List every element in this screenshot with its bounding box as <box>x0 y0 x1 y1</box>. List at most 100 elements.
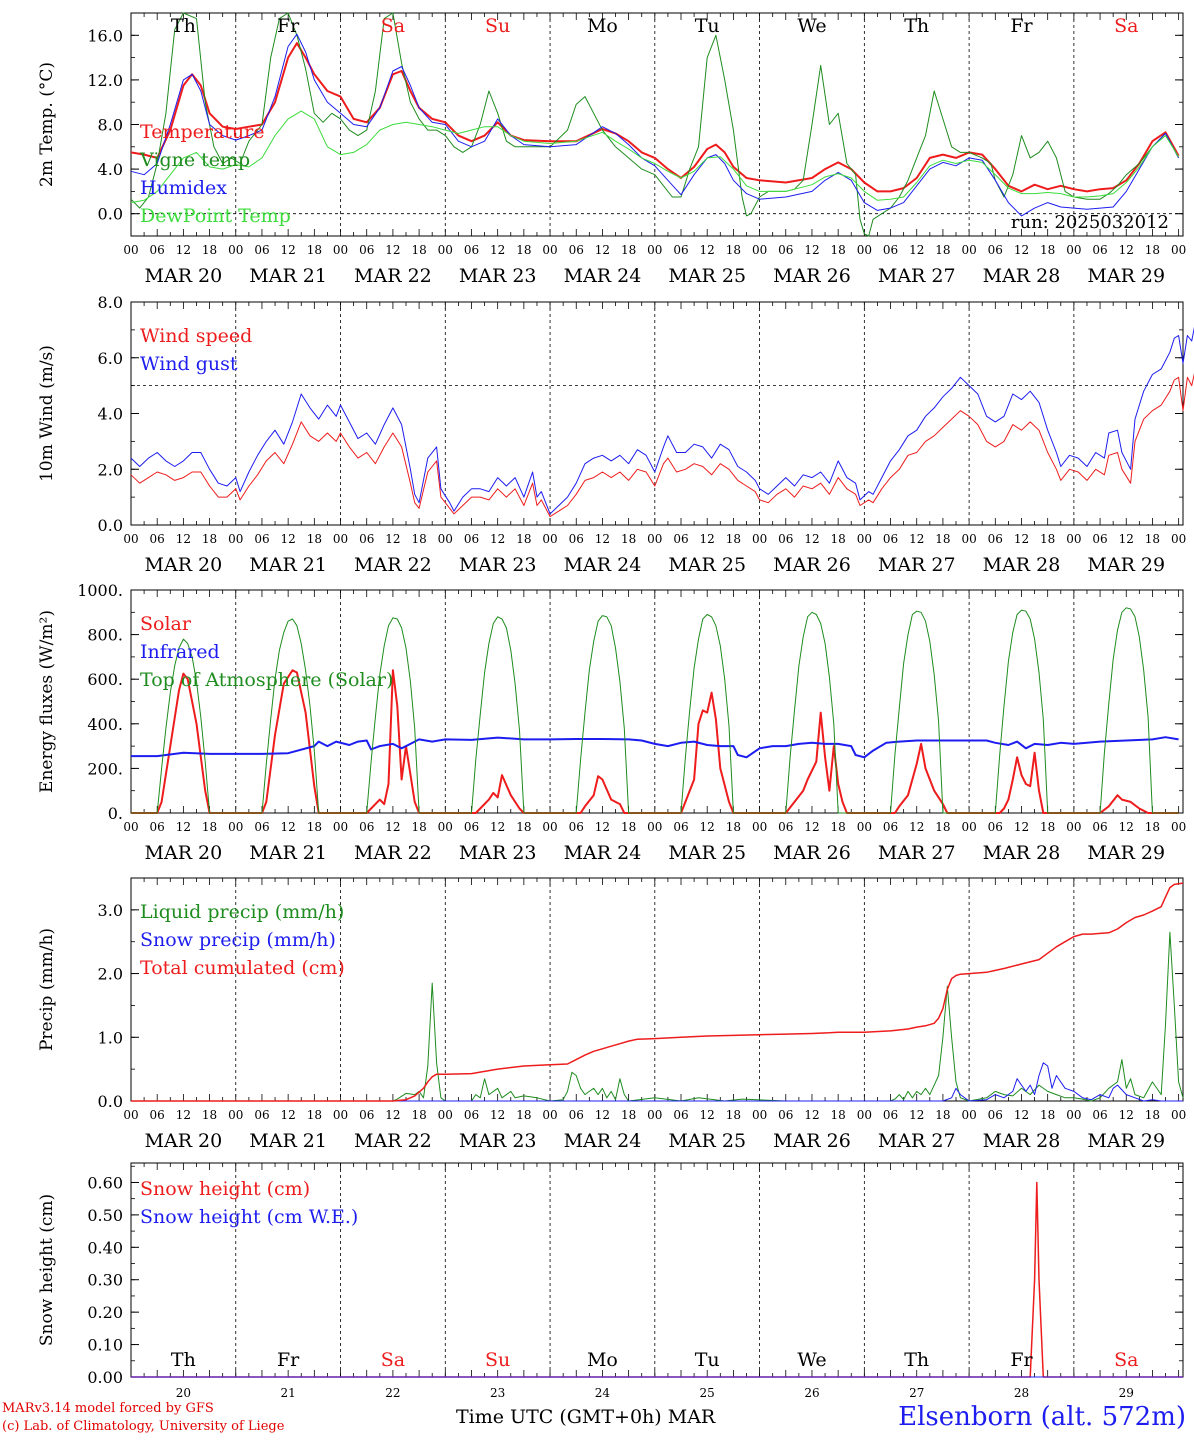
wind-hour-tick-label: 06 <box>988 532 1003 546</box>
energy-hour-tick-label: 00 <box>961 820 976 834</box>
snow-weekday-label: Mo <box>587 1349 618 1371</box>
temp-hour-tick-label: 18 <box>516 243 531 257</box>
snow-legend-entry: Snow height (cm W.E.) <box>140 1206 358 1228</box>
wind-hour-tick-label: 06 <box>1092 532 1107 546</box>
precip-date-label: MAR 28 <box>983 1130 1061 1152</box>
energy-y-tick-label: 400. <box>87 715 123 734</box>
wind-hour-tick-label: 00 <box>1171 532 1186 546</box>
precip-hour-tick-label: 06 <box>464 1108 479 1122</box>
energy-hour-tick-label: 12 <box>385 820 400 834</box>
wind-hour-tick-label: 06 <box>778 532 793 546</box>
temp-date-label: MAR 29 <box>1087 265 1165 287</box>
precip-date-label: MAR 26 <box>773 1130 851 1152</box>
temp-hour-tick-label: 12 <box>1119 243 1134 257</box>
wind-date-label: MAR 29 <box>1087 554 1165 576</box>
temp-hour-tick-label: 00 <box>1066 243 1081 257</box>
temp-legend-entry: Humidex <box>140 177 227 199</box>
precip-hour-tick-label: 12 <box>595 1108 610 1122</box>
wind-hour-tick-label: 18 <box>726 532 741 546</box>
temp-hour-tick-label: 06 <box>778 243 793 257</box>
energy-series-infrared <box>131 736 1179 759</box>
energy-legend-entry: Solar <box>140 613 192 635</box>
precip-y-tick-label: 3.0 <box>98 901 123 920</box>
temp-hour-tick-label: 18 <box>621 243 636 257</box>
energy-hour-tick-label: 18 <box>1040 820 1055 834</box>
snow-weekday-label: We <box>797 1349 826 1371</box>
wind-hour-tick-label: 18 <box>516 532 531 546</box>
precip-hour-tick-label: 18 <box>411 1108 426 1122</box>
temp-hour-tick-label: 12 <box>700 243 715 257</box>
wind-date-label: MAR 20 <box>145 554 223 576</box>
precip-hour-tick-label: 12 <box>281 1108 296 1122</box>
energy-y-axis-label: Energy fluxes (W/m²) <box>37 610 57 793</box>
wind-hour-tick-label: 18 <box>307 532 322 546</box>
precip-hour-tick-label: 00 <box>333 1108 348 1122</box>
temp-hour-tick-label: 12 <box>281 243 296 257</box>
snow-day-number: 21 <box>281 1386 296 1400</box>
snow-day-number: 27 <box>909 1386 924 1400</box>
temp-hour-tick-label: 18 <box>831 243 846 257</box>
precip-hour-tick-label: 00 <box>123 1108 138 1122</box>
snow-y-tick-label: 0.60 <box>87 1173 123 1192</box>
energy-hour-tick-label: 06 <box>673 820 688 834</box>
energy-hour-tick-label: 12 <box>909 820 924 834</box>
precip-hour-tick-label: 18 <box>935 1108 950 1122</box>
precip-hour-tick-label: 00 <box>438 1108 453 1122</box>
energy-date-label: MAR 21 <box>249 842 327 864</box>
wind-legend-entry: Wind speed <box>140 325 252 347</box>
energy-hour-tick-label: 00 <box>228 820 243 834</box>
precip-hour-tick-label: 18 <box>726 1108 741 1122</box>
precip-hour-tick-label: 18 <box>202 1108 217 1122</box>
wind-series-wind-speed <box>130 373 1194 518</box>
precip-hour-tick-label: 06 <box>883 1108 898 1122</box>
temp-weekday-label: Mo <box>587 15 618 37</box>
temp-weekday-label: Th <box>904 15 929 37</box>
temp-y-tick-label: 12.0 <box>87 71 123 90</box>
wind-hour-tick-label: 12 <box>490 532 505 546</box>
precip-hour-tick-label: 18 <box>307 1108 322 1122</box>
precip-series-snow-precip-mm-h- <box>131 1062 1183 1102</box>
energy-y-tick-label: 0. <box>108 804 123 823</box>
energy-date-label: MAR 26 <box>773 842 851 864</box>
wind-hour-tick-label: 06 <box>673 532 688 546</box>
temp-hour-tick-label: 06 <box>150 243 165 257</box>
snow-y-tick-label: 0.50 <box>87 1206 123 1225</box>
lab-credit: (c) Lab. of Climatology, University of L… <box>2 1419 285 1434</box>
snow-weekday-label: Tu <box>695 1349 720 1371</box>
snow-day-number: 25 <box>700 1386 715 1400</box>
energy-hour-tick-label: 00 <box>752 820 767 834</box>
temp-hour-tick-label: 06 <box>988 243 1003 257</box>
wind-hour-tick-label: 06 <box>150 532 165 546</box>
wind-hour-tick-label: 18 <box>1145 532 1160 546</box>
energy-y-tick-label: 600. <box>87 670 123 689</box>
temp-hour-tick-label: 00 <box>438 243 453 257</box>
snow-day-number: 23 <box>490 1386 505 1400</box>
wind-hour-tick-label: 12 <box>595 532 610 546</box>
energy-date-label: MAR 29 <box>1087 842 1165 864</box>
precip-legend-entry: Snow precip (mm/h) <box>140 929 336 951</box>
energy-hour-tick-label: 00 <box>857 820 872 834</box>
precip-hour-tick-label: 06 <box>150 1108 165 1122</box>
precip-hour-tick-label: 12 <box>1119 1108 1134 1122</box>
wind-hour-tick-label: 00 <box>438 532 453 546</box>
precip-hour-tick-label: 00 <box>752 1108 767 1122</box>
temp-hour-tick-label: 06 <box>464 243 479 257</box>
temp-y-tick-label: 16.0 <box>87 26 123 45</box>
wind-hour-tick-label: 18 <box>202 532 217 546</box>
energy-date-label: MAR 22 <box>354 842 432 864</box>
energy-hour-tick-label: 06 <box>1092 820 1107 834</box>
wind-legend-entry: Wind gust <box>140 353 238 375</box>
temp-date-label: MAR 25 <box>668 265 746 287</box>
precip-y-axis-label: Precip (mm/h) <box>37 928 57 1051</box>
wind-hour-tick-label: 00 <box>1066 532 1081 546</box>
wind-hour-tick-label: 12 <box>176 532 191 546</box>
precip-date-label: MAR 24 <box>564 1130 642 1152</box>
precip-date-label: MAR 20 <box>145 1130 223 1152</box>
energy-hour-tick-label: 06 <box>150 820 165 834</box>
precip-hour-tick-label: 00 <box>857 1108 872 1122</box>
energy-date-label: MAR 28 <box>983 842 1061 864</box>
run-label: run: 2025032012 <box>1011 212 1169 233</box>
temp-hour-tick-label: 12 <box>595 243 610 257</box>
energy-hour-tick-label: 12 <box>700 820 715 834</box>
wind-hour-tick-label: 18 <box>411 532 426 546</box>
